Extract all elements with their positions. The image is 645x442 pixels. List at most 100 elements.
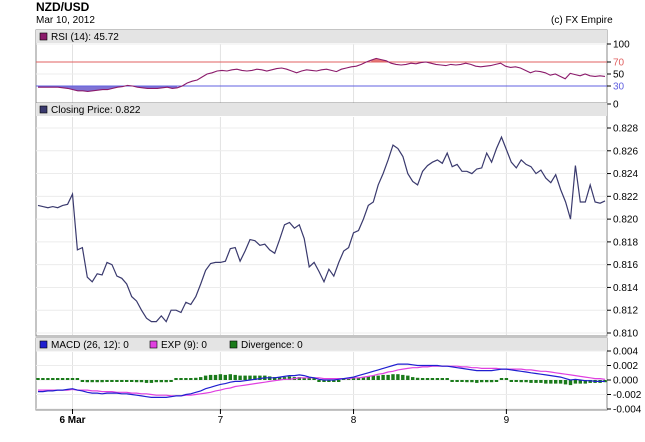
divergence-bar	[125, 380, 129, 382]
divergence-bar	[337, 380, 341, 382]
divergence-bar	[189, 378, 193, 380]
divergence-bar	[519, 380, 523, 383]
divergence-bar	[233, 374, 237, 380]
divergence-bar	[60, 378, 65, 380]
macd-tick-label: 0.002	[613, 361, 638, 372]
divergence-bar	[149, 380, 154, 383]
divergence-bar	[41, 378, 45, 380]
price-tick-label: 0.822	[613, 192, 638, 203]
divergence-bar	[273, 377, 277, 380]
divergence-bar	[539, 380, 543, 383]
divergence-bar	[297, 377, 301, 380]
macd-panel: MACD (26, 12): 0 EXP (9): 0 Divergence: …	[35, 337, 642, 416]
divergence-bar	[75, 378, 80, 380]
divergence-bar	[120, 380, 124, 382]
macd-legend-swatch	[39, 340, 48, 349]
divergence-legend-label: Divergence: 0	[241, 340, 303, 351]
divergence-bar	[105, 380, 109, 382]
divergence-bar	[258, 375, 262, 380]
divergence-bar	[440, 378, 444, 380]
rsi-tick-label: 100	[613, 40, 630, 51]
exp-legend-label: EXP (9): 0	[161, 340, 207, 351]
divergence-bar	[494, 380, 499, 382]
divergence-bar	[381, 374, 385, 380]
macd-legend-label: MACD (26, 12): 0	[51, 340, 129, 351]
divergence-bar	[144, 380, 149, 383]
divergence-bar	[480, 380, 484, 383]
divergence-bar	[475, 380, 479, 383]
instrument-title: NZD/USD	[36, 0, 90, 14]
divergence-bar	[80, 380, 85, 382]
rsi-legend-label: RSI (14): 45.72	[51, 32, 119, 43]
divergence-bar	[213, 374, 218, 380]
rsi-oversold-fill	[137, 86, 178, 89]
divergence-bar	[307, 378, 311, 380]
divergence-bar	[430, 378, 435, 380]
divergence-bar	[223, 374, 227, 380]
divergence-bar	[134, 380, 139, 383]
divergence-bar	[174, 378, 178, 380]
rsi-legend-bar	[36, 30, 607, 43]
divergence-bar	[159, 380, 163, 383]
x-tick-label: 6 Mar	[59, 415, 85, 426]
divergence-bar	[322, 380, 326, 382]
price-tick-label: 0.816	[613, 260, 638, 271]
divergence-bar	[588, 380, 592, 383]
divergence-legend-swatch	[229, 340, 238, 349]
macd-line	[38, 363, 605, 398]
price-tick-label: 0.814	[613, 283, 638, 294]
divergence-bar	[420, 378, 425, 380]
divergence-bar	[203, 375, 208, 380]
price-tick-label: 0.824	[613, 169, 638, 180]
divergence-bar	[351, 378, 356, 380]
divergence-bar	[95, 380, 99, 383]
divergence-bar	[302, 377, 306, 380]
divergence-bar	[583, 380, 587, 384]
price-legend-bar	[36, 103, 607, 116]
divergence-bar	[450, 380, 454, 382]
divergence-bar	[327, 380, 331, 382]
rsi-tick-label: 0	[613, 100, 619, 111]
divergence-bar	[139, 380, 144, 383]
divergence-bar	[51, 378, 55, 380]
divergence-bar	[529, 380, 533, 383]
divergence-bar	[386, 374, 390, 380]
divergence-bar	[36, 378, 40, 380]
divergence-bar	[504, 378, 509, 380]
divergence-bar	[470, 380, 474, 383]
divergence-bar	[253, 375, 257, 380]
rsi-tick-label: 70	[613, 58, 625, 69]
x-tick-label: 9	[504, 415, 510, 426]
macd-tick-label: 0.004	[613, 347, 638, 358]
divergence-bar	[465, 380, 469, 383]
divergence-bar	[46, 378, 50, 380]
x-tick-label: 8	[351, 415, 357, 426]
rsi-legend-swatch	[39, 32, 48, 41]
divergence-bar	[179, 378, 183, 380]
divergence-bar	[154, 380, 158, 383]
divergence-bar	[356, 377, 361, 380]
price-legend-label: Closing Price: 0.822	[51, 105, 141, 116]
divergence-bar	[558, 380, 563, 384]
price-tick-label: 0.828	[613, 124, 638, 135]
divergence-bar	[184, 378, 188, 380]
divergence-bar	[194, 377, 198, 380]
divergence-bar	[164, 380, 168, 383]
divergence-bar	[411, 377, 415, 380]
price-tick-label: 0.812	[613, 306, 638, 317]
price-tick-label: 0.818	[613, 237, 638, 248]
divergence-bar	[332, 380, 336, 382]
price-tick-label: 0.810	[613, 329, 638, 340]
divergence-bar	[549, 380, 553, 384]
divergence-bar	[56, 378, 60, 380]
macd-legend-bar	[36, 338, 607, 351]
exp-legend-swatch	[149, 340, 158, 349]
divergence-bar	[312, 378, 316, 380]
price-legend-swatch	[39, 105, 48, 114]
divergence-bar	[415, 377, 420, 380]
divergence-bar	[455, 380, 459, 382]
divergence-bar	[228, 374, 232, 380]
divergence-bar	[499, 378, 504, 380]
divergence-bar	[238, 375, 242, 380]
